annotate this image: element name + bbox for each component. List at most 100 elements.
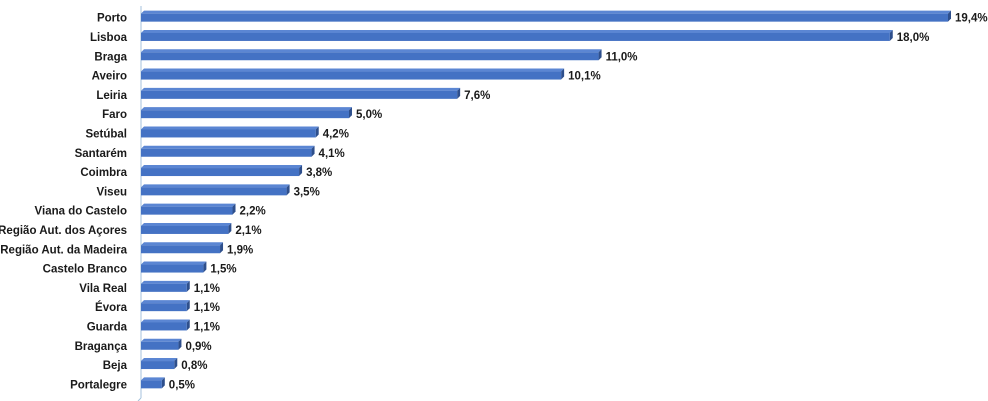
- bar-side-face: [203, 261, 207, 273]
- bar-front-face: [141, 187, 287, 196]
- category-label: Beja: [103, 360, 128, 372]
- bar-side-face: [232, 203, 236, 215]
- category-label: Aveiro: [92, 71, 127, 83]
- bar-front-face: [141, 168, 300, 177]
- category-label: Viseu: [97, 186, 127, 198]
- bar-front-face: [141, 32, 890, 41]
- data-label: 10,1%: [568, 71, 601, 83]
- bar-side-face: [889, 29, 893, 41]
- bar: [141, 68, 565, 80]
- bar: [141, 358, 178, 370]
- bar: [141, 107, 352, 119]
- data-label: 1,1%: [194, 321, 220, 333]
- category-label: Castelo Branco: [43, 264, 127, 276]
- bar-front-face: [141, 225, 229, 234]
- bar-side-face: [299, 165, 303, 177]
- bar-top-face: [141, 358, 178, 362]
- data-label: 19,4%: [955, 13, 988, 25]
- bar-front-face: [141, 206, 233, 215]
- bar: [141, 10, 951, 22]
- data-label: 1,1%: [194, 283, 220, 295]
- bar: [141, 242, 224, 254]
- category-label: Coimbra: [80, 167, 127, 179]
- data-label: 11,0%: [606, 51, 638, 63]
- bar-front-face: [141, 341, 179, 350]
- bar-side-face: [315, 126, 319, 138]
- bar-front-face: [141, 71, 562, 80]
- data-label: 1,9%: [227, 244, 253, 256]
- bar-top-face: [141, 280, 190, 284]
- bar-top-face: [141, 68, 565, 72]
- bar-front-face: [141, 283, 187, 292]
- bar-front-face: [141, 148, 312, 157]
- bar-top-face: [141, 145, 315, 149]
- category-label: Faro: [102, 109, 127, 121]
- bar: [141, 126, 319, 138]
- bar-side-face: [598, 49, 602, 61]
- bar-front-face: [141, 110, 349, 119]
- bar-top-face: [141, 319, 190, 323]
- data-label: 4,2%: [323, 128, 349, 140]
- bars-layer: [141, 10, 951, 389]
- bar-front-face: [141, 13, 948, 22]
- bar-side-face: [348, 107, 352, 119]
- bar-top-face: [141, 29, 893, 33]
- category-label: Portalegre: [70, 379, 127, 391]
- bar: [141, 280, 190, 292]
- bar: [141, 261, 207, 273]
- data-label: 0,8%: [181, 360, 207, 372]
- bar-side-face: [228, 222, 232, 234]
- bar-side-face: [186, 319, 190, 331]
- bar: [141, 145, 315, 157]
- axis-layer: [137, 6, 142, 401]
- bar-top-face: [141, 377, 165, 381]
- bar-front-face: [141, 129, 316, 138]
- bar-front-face: [141, 90, 458, 99]
- bar: [141, 87, 461, 99]
- data-label: 2,1%: [235, 225, 261, 237]
- bar-side-face: [286, 184, 290, 196]
- category-label: Porto: [97, 13, 127, 25]
- bar-side-face: [948, 10, 951, 22]
- data-label: 3,5%: [294, 186, 320, 198]
- data-label: 7,6%: [464, 90, 490, 102]
- data-label: 3,8%: [306, 167, 332, 179]
- bar-top-face: [141, 242, 224, 246]
- category-label: Viana do Castelo: [35, 206, 127, 218]
- bar-side-face: [457, 87, 461, 99]
- data-label: 1,5%: [210, 264, 236, 276]
- labels-layer: Porto 19,4% Lisboa 18,0% Braga 11,0% Aveiro 10,…: [0, 13, 988, 392]
- bar: [141, 165, 303, 177]
- bar-front-face: [141, 303, 187, 312]
- bar: [141, 203, 236, 215]
- bar-front-face: [141, 361, 175, 370]
- category-label: Lisboa: [90, 32, 128, 44]
- bar: [141, 338, 182, 350]
- bar-side-face: [186, 280, 190, 292]
- category-label: Santarém: [75, 148, 127, 160]
- bar-side-face: [220, 242, 224, 254]
- bar-front-face: [141, 52, 599, 61]
- category-label: Leiria: [96, 90, 127, 102]
- bar-front-face: [141, 264, 204, 273]
- bar: [141, 184, 290, 196]
- bar-front-face: [141, 322, 187, 331]
- category-label: Braga: [94, 51, 127, 63]
- bar-top-face: [141, 165, 303, 169]
- bar: [141, 319, 190, 331]
- bar-side-face: [161, 377, 165, 389]
- bar: [141, 222, 232, 234]
- category-label: Setúbal: [85, 128, 127, 140]
- bar-top-face: [141, 184, 290, 188]
- category-label: Vila Real: [79, 283, 127, 295]
- bar: [141, 29, 893, 41]
- data-label: 2,2%: [240, 206, 266, 218]
- bar-top-face: [141, 10, 951, 14]
- bar-side-face: [174, 358, 178, 370]
- category-label: Évora: [95, 301, 128, 314]
- bar: [141, 300, 190, 312]
- category-label: Guarda: [87, 321, 128, 333]
- bar-side-face: [186, 300, 190, 312]
- data-label: 5,0%: [356, 109, 382, 121]
